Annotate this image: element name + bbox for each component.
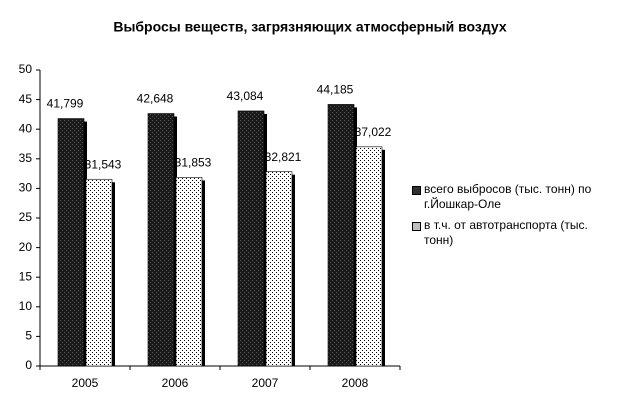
x-tick-label: 2005 [72,376,99,390]
y-tick-label: 10 [19,299,33,313]
y-tick-label: 50 [19,62,33,76]
value-label: 44,185 [317,83,354,97]
bar [147,113,175,367]
y-tick-label: 5 [25,329,32,343]
y-tick-label: 0 [25,358,32,372]
legend-swatch [412,222,421,231]
legend-item: в т.ч. от автотранспорта (тыс. тонн) [412,218,612,248]
y-tick-label: 45 [19,92,33,106]
bar [355,146,383,367]
legend: всего выбросов (тыс. тонн) по г.Йошкар-О… [412,182,612,254]
bar [57,118,85,367]
legend-label: всего выбросов (тыс. тонн) по г.Йошкар-О… [424,182,592,211]
value-label: 31,543 [85,157,122,171]
value-label: 43,084 [227,89,264,103]
y-tick-label: 30 [19,181,33,195]
bar [265,171,293,367]
y-tick-label: 40 [19,121,33,135]
chart-title: Выбросы веществ, загрязняющих атмосферны… [113,19,507,35]
bar [85,178,113,367]
y-tick-label: 25 [19,210,33,224]
bar [175,177,203,367]
legend-swatch [412,186,421,195]
y-tick-label: 35 [19,151,33,165]
bar [327,104,355,367]
value-label: 31,853 [175,156,212,170]
x-tick-label: 2007 [252,376,279,390]
value-label: 32,821 [265,150,302,164]
legend-item: всего выбросов (тыс. тонн) по г.Йошкар-О… [412,182,612,212]
y-tick-label: 15 [19,269,33,283]
x-tick-label: 2008 [342,376,369,390]
value-label: 42,648 [137,92,174,106]
value-label: 41,799 [47,97,84,111]
bar [237,110,265,367]
value-label: 37,022 [355,125,392,139]
x-tick-label: 2006 [162,376,189,390]
y-tick-label: 20 [19,240,33,254]
legend-label: в т.ч. от автотранспорта (тыс. тонн) [424,218,588,247]
